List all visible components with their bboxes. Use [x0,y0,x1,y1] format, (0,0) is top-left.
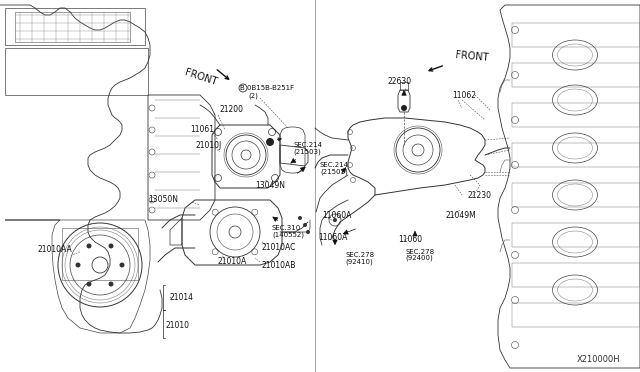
Text: SEC.310: SEC.310 [272,225,301,231]
Text: X210000H: X210000H [577,356,620,365]
Text: (21503): (21503) [293,149,321,155]
Circle shape [76,263,81,267]
Text: SEC.278: SEC.278 [405,249,434,255]
Text: 11060: 11060 [398,235,422,244]
Text: 13049N: 13049N [255,180,285,189]
Text: 22630: 22630 [388,77,412,87]
Circle shape [306,230,310,234]
Text: FRONT: FRONT [454,50,489,63]
Text: 11060A: 11060A [318,234,348,243]
Circle shape [109,282,113,286]
Text: (140552): (140552) [272,232,304,238]
Text: 21010: 21010 [165,321,189,330]
Circle shape [86,282,92,286]
Text: (21501): (21501) [320,169,348,175]
Circle shape [303,223,307,227]
Text: 21010AA: 21010AA [38,246,73,254]
Text: SEC.214: SEC.214 [293,142,322,148]
Text: 21014: 21014 [170,294,194,302]
Text: 11060A: 11060A [322,211,351,219]
Text: 21230: 21230 [468,190,492,199]
Text: 21010J: 21010J [195,141,221,150]
Text: 21010A: 21010A [218,257,247,266]
Text: 11061: 11061 [190,125,214,135]
Circle shape [401,105,407,111]
Text: (2): (2) [248,93,258,99]
Text: 11062: 11062 [452,90,476,99]
Text: FRONT: FRONT [184,67,218,87]
Text: SEC.278: SEC.278 [345,252,374,258]
Circle shape [86,243,92,248]
Text: 21010AC: 21010AC [262,244,296,253]
Text: 21010AB: 21010AB [262,260,296,269]
Text: 13050N: 13050N [148,196,178,205]
Circle shape [298,216,302,220]
Circle shape [333,218,337,222]
Circle shape [266,138,274,146]
Text: SEC.214: SEC.214 [320,162,349,168]
Text: (92410): (92410) [345,259,372,265]
Text: 21049M: 21049M [445,211,476,219]
Text: B 0B15B-B251F: B 0B15B-B251F [240,85,294,91]
Circle shape [120,263,125,267]
Circle shape [109,243,113,248]
Text: 21200: 21200 [220,106,244,115]
Text: (92400): (92400) [405,255,433,261]
